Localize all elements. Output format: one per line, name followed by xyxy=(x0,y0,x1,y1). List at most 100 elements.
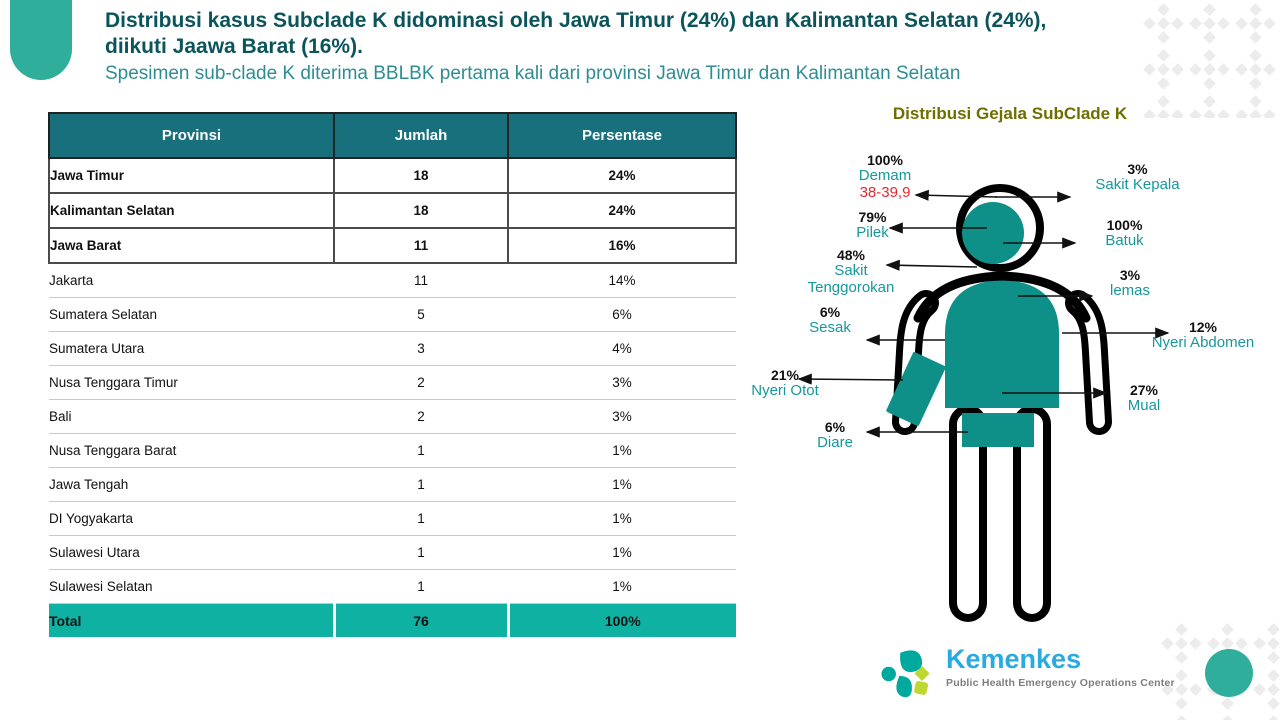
cell-count: 1 xyxy=(334,535,508,570)
table-row: Kalimantan Selatan 18 24% xyxy=(48,192,737,229)
kemenkes-logo-icon xyxy=(881,650,930,698)
arrow-demam xyxy=(914,189,998,201)
arrow-group xyxy=(797,189,1170,438)
symptom-pct: 100% xyxy=(867,152,903,168)
cell-count: 5 xyxy=(334,297,508,332)
cell-province: Nusa Tenggara Timur xyxy=(49,365,334,400)
table-row: Jawa Tengah 1 1% xyxy=(49,467,736,502)
cell-pct: 1% xyxy=(508,467,736,502)
cell-province: Nusa Tenggara Barat xyxy=(49,433,334,468)
cell-province: Jawa Timur xyxy=(48,157,335,194)
symptom-label: 100% Batuk xyxy=(1062,217,1187,250)
symptom-label: 6% Sesak xyxy=(775,304,885,337)
table-row: Jawa Barat 11 16% xyxy=(48,227,737,264)
page-title-line2: diikuti Jaawa Barat (16%). xyxy=(105,35,363,58)
cell-count: 18 xyxy=(333,157,509,194)
table-row: Jawa Timur 18 24% xyxy=(48,157,737,194)
table-row: Bali 2 3% xyxy=(49,399,736,434)
table-row: Nusa Tenggara Barat 1 1% xyxy=(49,433,736,468)
cell-pct: 16% xyxy=(507,227,737,264)
figure-pelvis-patch xyxy=(962,413,1034,447)
symptom-label: 3% Sakit Kepala xyxy=(1070,161,1205,194)
cell-count: 11 xyxy=(334,263,508,298)
cell-pct: 3% xyxy=(508,365,736,400)
table-row: Jakarta 11 14% xyxy=(49,263,736,298)
header-jumlah: Jumlah xyxy=(333,112,509,159)
arrow-nyeri-otot xyxy=(797,373,904,385)
cell-province: Jawa Barat xyxy=(48,227,335,264)
cell-province: Jakarta xyxy=(49,263,334,298)
page-subtitle: Spesimen sub-clade K diterima BBLBK pert… xyxy=(105,63,961,84)
cell-total-pct: 100% xyxy=(506,603,736,637)
symptom-sublabel: 38-39,9 xyxy=(859,183,911,201)
symptom-label: 12% Nyeri Abdomen xyxy=(1133,319,1273,352)
symptom-label: 27% Mual xyxy=(1088,382,1200,415)
cell-pct: 14% xyxy=(508,263,736,298)
figure-legs xyxy=(949,405,1051,622)
cell-pct: 1% xyxy=(508,569,736,604)
cell-pct: 1% xyxy=(508,433,736,468)
symptom-pct: 6% xyxy=(819,304,841,320)
cell-province: Sulawesi Selatan xyxy=(49,569,334,604)
symptom-name: Sakit Tenggorokan xyxy=(807,262,895,296)
cell-pct: 6% xyxy=(508,297,736,332)
cell-pct: 24% xyxy=(507,157,737,194)
cell-province: Bali xyxy=(49,399,334,434)
slide-header: Distribusi kasus Subclade K didominasi o… xyxy=(105,8,1255,86)
symptom-label: 3% lemas xyxy=(1075,267,1185,300)
symptom-pct: 21% xyxy=(770,367,800,383)
symptom-label: 21% Nyeri Otot xyxy=(735,367,835,400)
symptom-name: Demam xyxy=(858,167,912,185)
table-total-row: Total 76 100% xyxy=(49,603,736,637)
cell-count: 1 xyxy=(334,467,508,502)
symptom-pct: 100% xyxy=(1106,217,1143,233)
figure-shoulder-outline xyxy=(913,271,1091,323)
cell-count: 3 xyxy=(334,331,508,366)
cell-province: Sumatera Selatan xyxy=(49,297,334,332)
cell-pct: 3% xyxy=(508,399,736,434)
arrow-sakit-tenggorokan xyxy=(885,259,978,271)
province-table: Provinsi Jumlah Persentase Jawa Timur 18… xyxy=(48,112,737,637)
symptom-diagram: Distribusi Gejala SubClade K xyxy=(740,100,1280,648)
symptom-pct: 3% xyxy=(1127,161,1148,177)
cell-count: 2 xyxy=(334,399,508,434)
brand-name: Kemenkes xyxy=(946,644,1082,674)
symptom-pct: 3% xyxy=(1119,267,1141,283)
cell-count: 2 xyxy=(334,365,508,400)
table-row: Nusa Tenggara Timur 2 3% xyxy=(49,365,736,400)
table-header-row: Provinsi Jumlah Persentase xyxy=(48,112,737,159)
cell-pct: 1% xyxy=(508,501,736,536)
cell-count: 18 xyxy=(333,192,509,229)
cell-count: 1 xyxy=(334,433,508,468)
table-row: DI Yogyakarta 1 1% xyxy=(49,501,736,536)
cell-province: Sulawesi Utara xyxy=(49,535,334,570)
cell-province: Sumatera Utara xyxy=(49,331,334,366)
symptom-name: Mual xyxy=(1127,397,1161,415)
brand-subtitle: Public Health Emergency Operations Cente… xyxy=(946,677,1175,689)
header-provinsi: Provinsi xyxy=(48,112,335,159)
brand-text: Kemenkes Public Health Emergency Operati… xyxy=(946,644,1175,689)
header-persentase: Persentase xyxy=(507,112,737,159)
table-row: Sulawesi Selatan 1 1% xyxy=(49,569,736,604)
page-title-line1: Distribusi kasus Subclade K didominasi o… xyxy=(105,9,1047,32)
cell-pct: 24% xyxy=(507,192,737,229)
cell-total-count: 76 xyxy=(332,603,508,637)
cell-province: Kalimantan Selatan xyxy=(48,192,335,229)
cell-total-label: Total xyxy=(49,603,334,637)
figure-head-fill xyxy=(962,202,1024,264)
symptom-name: Nyeri Otot xyxy=(751,382,819,400)
cell-count: 1 xyxy=(334,569,508,604)
symptom-name: Pilek xyxy=(856,224,889,242)
symptom-label: 6% Diare xyxy=(780,419,890,452)
footer-brand: Kemenkes Public Health Emergency Operati… xyxy=(880,644,1175,704)
cell-count: 11 xyxy=(333,227,509,264)
symptom-name: Nyeri Abdomen xyxy=(1151,334,1255,352)
table-row: Sulawesi Utara 1 1% xyxy=(49,535,736,570)
cell-pct: 1% xyxy=(508,535,736,570)
cell-pct: 4% xyxy=(508,331,736,366)
symptom-name: Sesak xyxy=(809,319,851,337)
symptom-pct: 27% xyxy=(1129,382,1159,398)
batik-pattern-top-right xyxy=(1140,0,1280,118)
symptom-label: 100% Demam 38-39,9 xyxy=(825,152,945,201)
